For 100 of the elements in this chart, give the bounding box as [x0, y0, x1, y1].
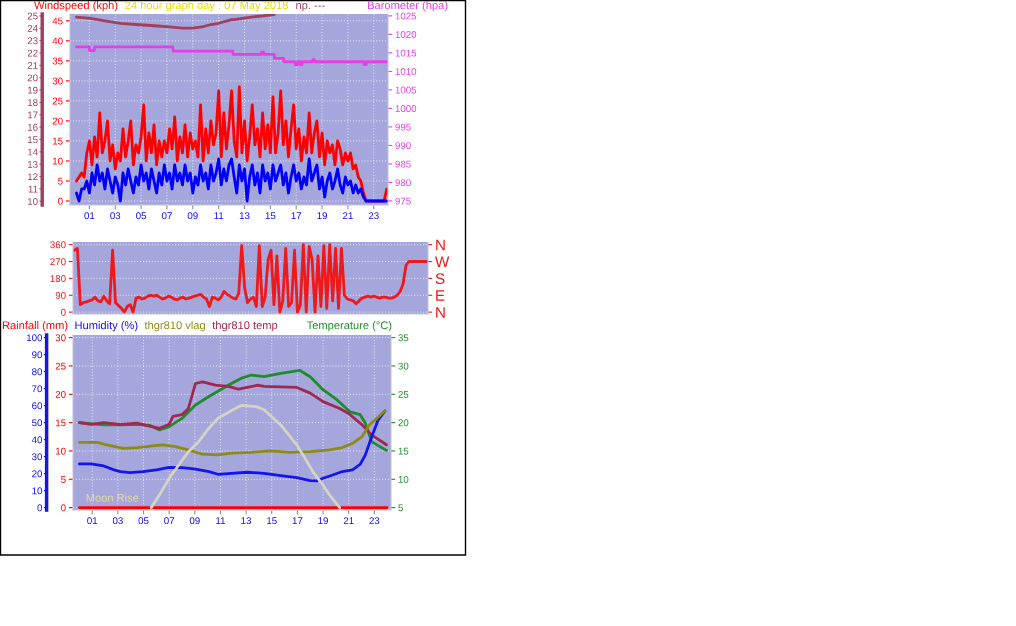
x-tick-label: 19 [317, 212, 328, 220]
y2-tick-label: 5 [398, 504, 403, 512]
x-tick-label: 05 [136, 212, 147, 220]
y3-tick-label: 90 [32, 351, 43, 359]
y2-tick-label: 1000 [395, 105, 417, 113]
y2-tick-label: 20 [398, 419, 409, 427]
y-tick-label: 30 [52, 77, 63, 85]
y3-tick-label: 100 [26, 334, 43, 342]
y3-tick-label: 40 [31, 436, 43, 444]
y-tick-label: 0 [61, 308, 66, 316]
y-tick-label: 90 [55, 291, 66, 299]
y2-tick-label: 35 [398, 334, 409, 342]
y-tick-label: 10 [55, 447, 66, 455]
y2-tick-label: 995 [395, 123, 411, 131]
y-tick-label: 15 [55, 419, 66, 427]
y2-axis-title: Barometer (hpa) [368, 1, 448, 12]
y3-tick-label: 80 [32, 368, 43, 376]
x-tick-label: 09 [187, 212, 198, 220]
y-tick-label: 0 [58, 197, 63, 205]
y-tick-label: 360 [50, 241, 66, 249]
y3-tick-label: 25 [27, 12, 38, 20]
category-label: W [435, 256, 450, 268]
y2-tick-label: 1020 [395, 31, 417, 38]
y-tick-label: 40 [52, 37, 63, 45]
y3-tick-label: 11 [28, 185, 38, 193]
x-tick-label: 09 [189, 517, 200, 525]
y3-axis-title: Humidity (%) [75, 321, 138, 332]
y-tick-label: 180 [50, 275, 66, 282]
y-tick-label: 45 [52, 17, 63, 25]
y3-tick-label: 15 [27, 136, 38, 144]
y3-tick-label: 70 [32, 385, 43, 393]
y3-tick-label: 50 [32, 419, 43, 427]
y2-axis-title: Temperature (°C) [306, 321, 392, 332]
y3-tick-label: 22 [27, 49, 38, 57]
y2-tick-label: 10 [398, 476, 409, 483]
text: thgr810 vlag [144, 321, 205, 332]
y-tick-label: 35 [52, 57, 63, 65]
y-tick-label: 0 [61, 504, 66, 512]
x-tick-label: 13 [241, 517, 252, 525]
y-tick-label: 5 [61, 476, 66, 483]
y2-tick-label: 1025 [395, 12, 417, 20]
x-tick-label: 11 [216, 517, 226, 524]
y3-tick-label: 12 [27, 173, 38, 181]
y-tick-label: 10 [52, 157, 63, 165]
y3-tick-label: 20 [32, 470, 43, 478]
x-tick-label: 23 [368, 212, 379, 220]
chart-title: 24 hour graph day : 07 May 2018 [125, 1, 288, 12]
y3-tick-label: 30 [32, 453, 43, 461]
x-tick-label: 03 [112, 517, 123, 525]
x-tick-label: 13 [239, 212, 250, 220]
y3-tick-label: 23 [27, 37, 38, 45]
y2-tick-label: 990 [395, 142, 411, 150]
category-label: S [435, 273, 445, 285]
category-label: E [436, 290, 445, 301]
y3-tick-label: 20 [27, 74, 38, 82]
y2-tick-label: 1015 [395, 49, 417, 57]
y3-tick-label: 19 [27, 86, 38, 94]
x-tick-label: 07 [164, 517, 175, 525]
x-tick-label: 03 [110, 212, 121, 220]
y3-tick-label: 14 [27, 148, 38, 156]
line-series [149, 404, 342, 510]
line-series [75, 85, 388, 203]
y2-tick-label: 980 [395, 179, 411, 187]
x-tick-label: 01 [87, 517, 98, 525]
y3-axis-title: np. --- [296, 3, 325, 12]
y2-tick-label: 1005 [395, 86, 417, 94]
line-series [75, 14, 276, 30]
x-tick-label: 23 [369, 517, 380, 525]
x-tick-label: 11 [214, 212, 224, 219]
y-tick-label: 25 [55, 362, 66, 370]
y2-tick-label: 15 [398, 447, 409, 455]
y2-tick-label: 985 [395, 160, 411, 168]
line-series [78, 409, 387, 457]
category-label: N [436, 239, 445, 251]
y3-tick-label: 16 [27, 123, 38, 131]
y2-tick-label: 25 [398, 391, 409, 398]
x-tick-label: 17 [292, 517, 303, 524]
y3-tick-label: 60 [32, 402, 43, 410]
y2-tick-label: 30 [398, 362, 409, 370]
x-tick-label: 21 [343, 212, 353, 219]
y3-tick-label: 10 [27, 198, 38, 205]
line-series [75, 45, 388, 67]
y-axis-title: Windspeed (kph) [34, 1, 118, 12]
line-series [78, 380, 388, 447]
category-label: N [436, 307, 445, 318]
x-tick-label: 19 [318, 517, 328, 525]
y-tick-label: 30 [55, 334, 66, 342]
x-tick-label: 15 [265, 212, 276, 220]
y2-tick-label: 1010 [395, 68, 417, 75]
y-tick-label: 15 [52, 137, 63, 145]
x-tick-label: 05 [138, 517, 149, 525]
y3-tick-label: 13 [27, 160, 38, 168]
x-tick-label: 15 [267, 517, 277, 525]
y-axis-title: Rainfall (mm) [2, 321, 68, 332]
y-tick-label: 5 [58, 177, 63, 185]
x-tick-label: 01 [84, 212, 95, 220]
annotation: Moon Rise [86, 493, 139, 502]
y3-tick-label: 10 [32, 487, 43, 495]
y3-tick-label: 18 [27, 99, 38, 107]
x-tick-label: 21 [343, 517, 354, 524]
